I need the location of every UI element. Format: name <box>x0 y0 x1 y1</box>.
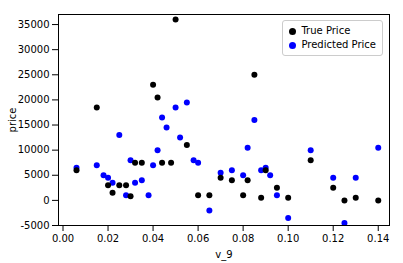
svg-text:0.00: 0.00 <box>52 233 74 244</box>
svg-text:35000: 35000 <box>18 19 50 30</box>
svg-text:-5000: -5000 <box>20 220 49 231</box>
svg-text:15000: 15000 <box>18 119 50 130</box>
svg-text:0.06: 0.06 <box>187 233 209 244</box>
svg-text:30000: 30000 <box>18 44 50 55</box>
svg-text:25000: 25000 <box>18 69 50 80</box>
svg-text:10000: 10000 <box>18 144 50 155</box>
svg-text:20000: 20000 <box>18 94 50 105</box>
svg-text:0.02: 0.02 <box>97 233 119 244</box>
svg-text:0.08: 0.08 <box>232 233 254 244</box>
html-text:True Price: True Price <box>301 25 351 36</box>
svg-text:v_9: v_9 <box>215 249 232 261</box>
svg-text:0: 0 <box>43 195 49 206</box>
svg-text:0.04: 0.04 <box>142 233 164 244</box>
svg-text:0.12: 0.12 <box>322 233 344 244</box>
svg-text:0.14: 0.14 <box>367 233 389 244</box>
svg-text:0.10: 0.10 <box>277 233 299 244</box>
svg-text:price: price <box>7 108 18 133</box>
html-text:Predicted Price: Predicted Price <box>301 39 376 50</box>
svg-text:5000: 5000 <box>24 169 49 180</box>
